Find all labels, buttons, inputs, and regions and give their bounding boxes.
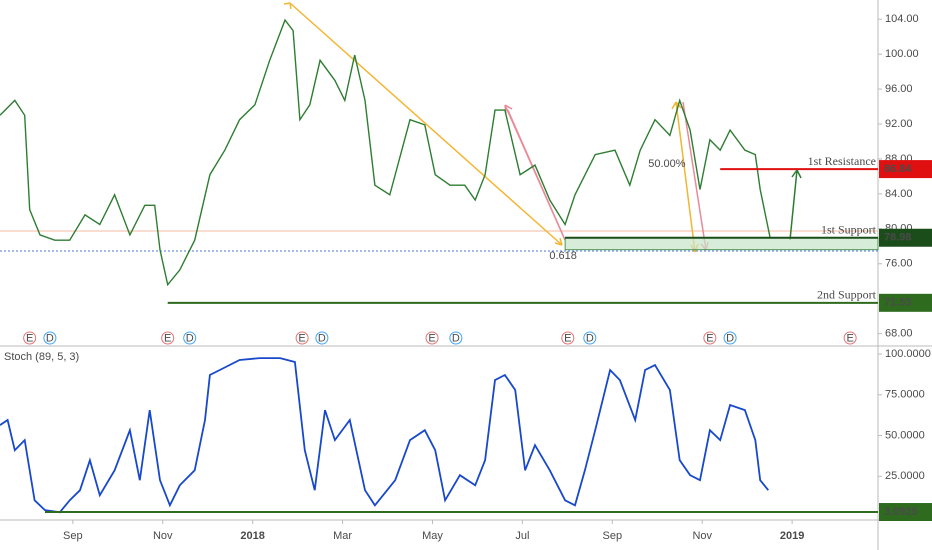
event-label: E: [428, 332, 435, 344]
event-label: D: [726, 332, 734, 344]
fib-label: 0.618: [549, 250, 577, 262]
indicator-title: Stoch (89, 5, 3): [4, 351, 79, 363]
event-marker: [295, 331, 309, 345]
x-tick-label: 2018: [240, 530, 264, 542]
level-box: [879, 503, 932, 522]
event-label: D: [452, 332, 460, 344]
level-value: 71.53: [884, 297, 912, 309]
event-marker: [583, 331, 597, 345]
level-label: 1st Resistance: [808, 154, 876, 168]
y-tick-label: 100.0000: [885, 348, 931, 360]
event-marker: [315, 331, 329, 345]
event-marker: [843, 331, 857, 345]
event-label: E: [164, 332, 171, 344]
level-box: [879, 228, 932, 247]
x-tick-label: Nov: [692, 530, 712, 542]
x-tick-label: Sep: [63, 530, 83, 542]
x-tick-label: Mar: [333, 530, 352, 542]
x-tick-label: Sep: [603, 530, 623, 542]
x-tick-label: May: [422, 530, 443, 542]
series-line: [0, 357, 769, 514]
y-tick-label: 75.0000: [885, 389, 925, 401]
event-label: E: [564, 332, 571, 344]
y-tick-label: 25.0000: [885, 470, 925, 482]
trend-line: [289, 2, 563, 246]
x-tick-label: Nov: [153, 530, 173, 542]
event-label: E: [706, 332, 713, 344]
support-zone: [564, 237, 879, 251]
event-label: E: [846, 332, 853, 344]
event-marker: [43, 331, 57, 345]
event-label: D: [46, 332, 54, 344]
level-box: [879, 293, 932, 312]
y-tick-label: 96.00: [885, 83, 913, 95]
y-tick-label: 104.00: [885, 13, 919, 25]
event-marker: [425, 331, 439, 345]
event-marker: [703, 331, 717, 345]
y-tick-label: 50.0000: [885, 429, 925, 441]
series-line: [0, 18, 771, 287]
event-marker: [723, 331, 737, 345]
x-tick-label: Jul: [515, 530, 529, 542]
y-tick-label: 76.00: [885, 258, 913, 270]
event-marker: [561, 331, 575, 345]
level-label: 1st Support: [821, 222, 877, 236]
level-label: 2nd Support: [817, 288, 877, 302]
event-marker: [449, 331, 463, 345]
event-label: D: [586, 332, 594, 344]
fib-label: 50.00%: [648, 158, 686, 170]
level-box: [879, 160, 932, 179]
event-marker: [183, 331, 197, 345]
y-tick-label: 100.00: [885, 48, 919, 60]
y-tick-label: 84.00: [885, 188, 913, 200]
event-label: E: [298, 332, 305, 344]
event-marker: [161, 331, 175, 345]
x-tick-label: 2019: [780, 530, 804, 542]
green-arrow: [789, 169, 802, 241]
y-tick-label: 92.00: [885, 118, 913, 130]
trend-arrowheads: [283, 2, 563, 246]
level-value: 86.84: [884, 163, 912, 175]
event-label: D: [318, 332, 326, 344]
event-label: D: [186, 332, 194, 344]
y-tick-label: 68.00: [885, 328, 913, 340]
pink-line: [507, 109, 564, 236]
event-marker: [23, 331, 37, 345]
event-label: E: [26, 332, 33, 344]
level-value: 78.98: [884, 232, 912, 244]
level-value: 3.0925: [884, 506, 918, 518]
